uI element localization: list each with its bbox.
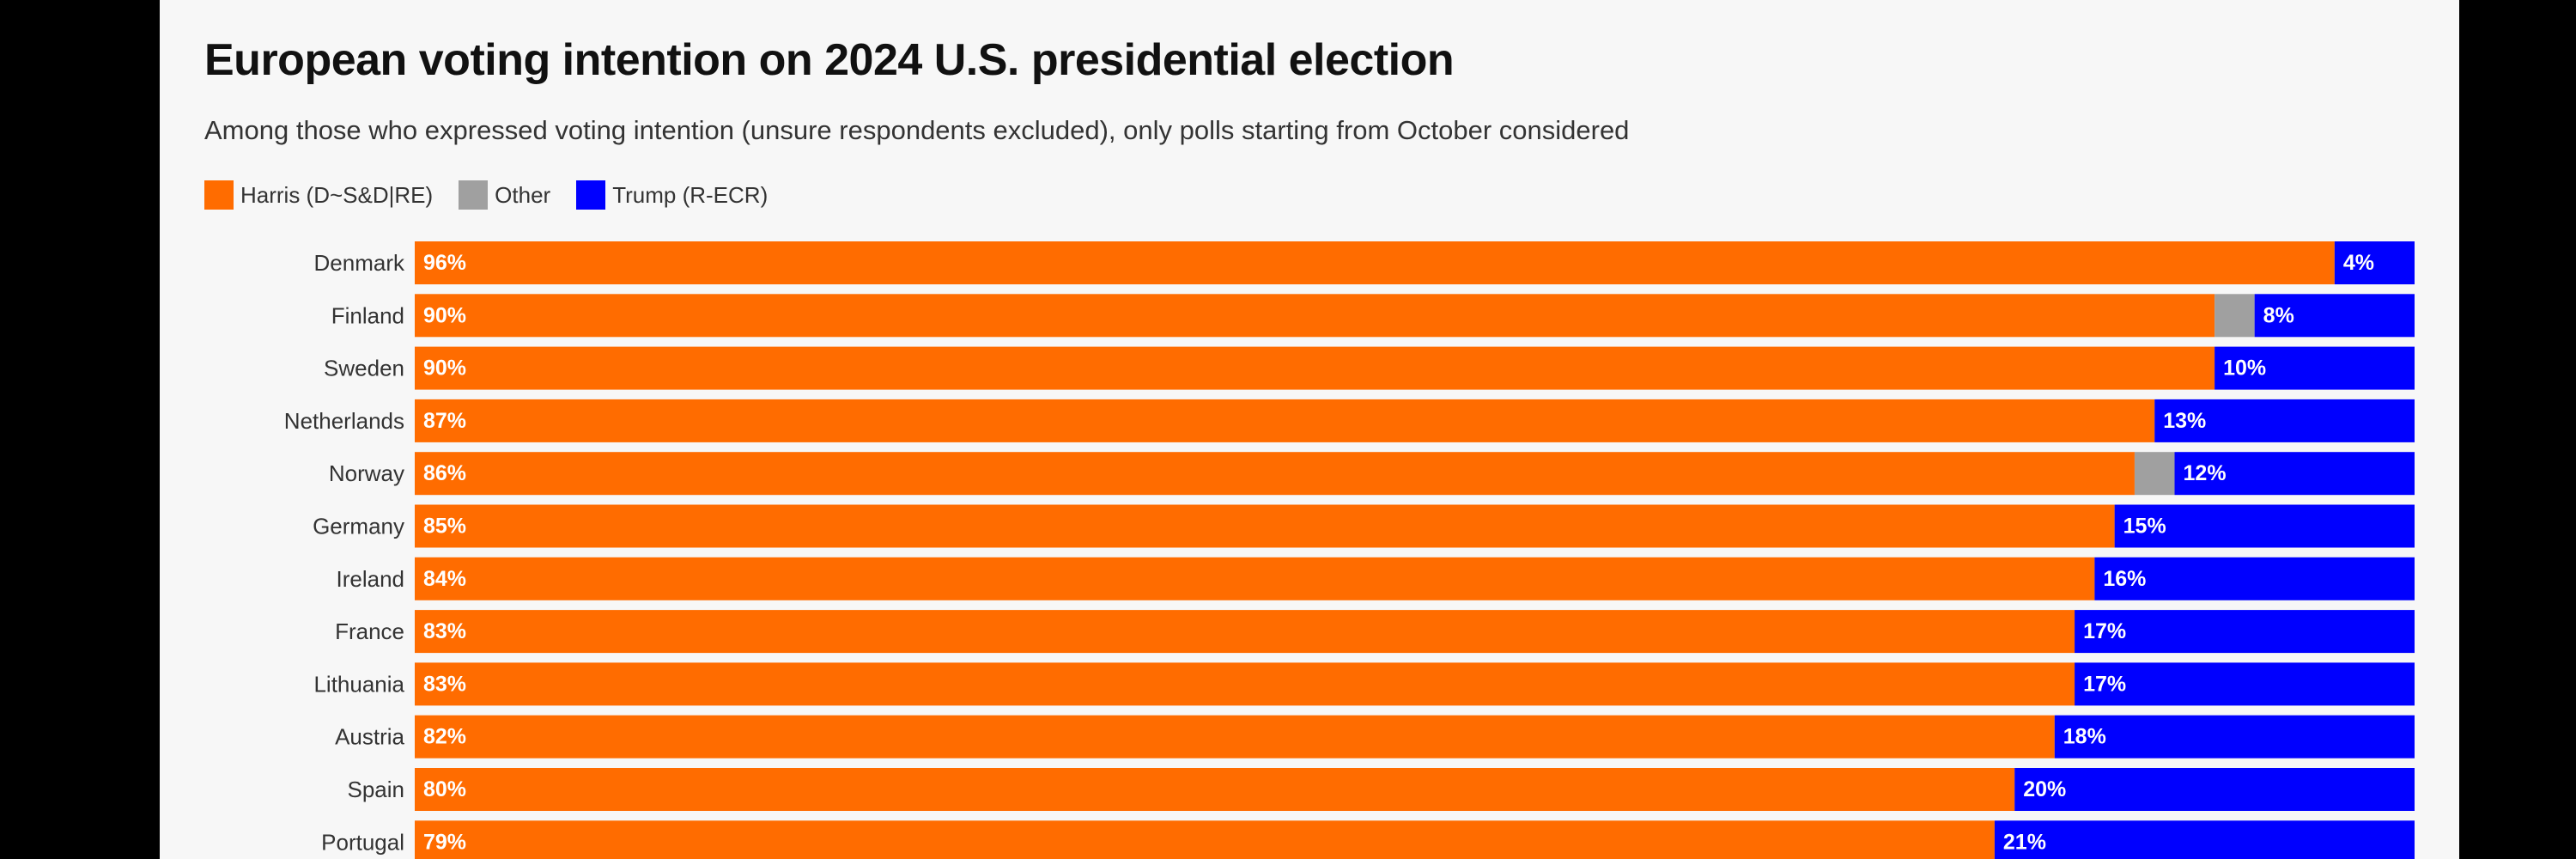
- data-label-trump-finland: 8%: [2263, 303, 2294, 327]
- bar-trump-norway: [2174, 452, 2415, 496]
- data-label-harris-ireland: 84%: [423, 567, 466, 591]
- category-label-germany: Germany: [313, 514, 404, 539]
- bar-trump-sweden: [2215, 346, 2415, 390]
- category-label-sweden: Sweden: [324, 356, 404, 381]
- data-label-harris-netherlands: 87%: [423, 409, 466, 433]
- category-label-portugal: Portugal: [321, 829, 404, 855]
- bar-trump-finland: [2254, 294, 2415, 338]
- bar-trump-spain: [2014, 768, 2415, 811]
- chart-panel: European voting intention on 2024 U.S. p…: [160, 0, 2459, 859]
- legend-item-other: Other: [459, 180, 550, 210]
- bar-harris-spain: [415, 768, 2015, 811]
- chart-legend: Harris (D~S&D|RE) Other Trump (R-ECR): [204, 180, 793, 210]
- legend-item-trump: Trump (R-ECR): [576, 180, 768, 210]
- category-label-austria: Austria: [335, 724, 404, 750]
- bar-harris-sweden: [415, 346, 2215, 390]
- category-label-ireland: Ireland: [337, 566, 405, 592]
- bar-other-norway: [2134, 452, 2175, 496]
- data-label-trump-germany: 15%: [2123, 515, 2166, 539]
- bar-trump-france: [2075, 610, 2415, 654]
- bar-trump-netherlands: [2154, 399, 2415, 442]
- bar-trump-ireland: [2094, 557, 2415, 600]
- bar-harris-france: [415, 610, 2075, 654]
- data-label-trump-spain: 20%: [2023, 777, 2066, 801]
- data-label-trump-netherlands: 13%: [2163, 409, 2206, 433]
- bar-trump-portugal: [1994, 820, 2415, 859]
- bar-harris-netherlands: [415, 399, 2155, 442]
- bar-chart-plot: Denmark 96% 4% Finland 90% 8% Sweden 90% 10% Neth…: [284, 241, 2415, 859]
- bar-harris-portugal: [415, 820, 1995, 859]
- data-label-harris-portugal: 79%: [423, 830, 466, 854]
- data-label-harris-france: 83%: [423, 619, 466, 643]
- data-label-harris-lithuania: 83%: [423, 672, 466, 696]
- bar-harris-denmark: [415, 241, 2335, 284]
- bar-harris-lithuania: [415, 662, 2075, 706]
- data-label-trump-sweden: 10%: [2223, 356, 2266, 381]
- bar-harris-norway: [415, 452, 2135, 496]
- data-label-trump-austria: 18%: [2063, 725, 2106, 749]
- data-label-trump-ireland: 16%: [2103, 567, 2146, 591]
- data-label-trump-lithuania: 17%: [2083, 672, 2126, 696]
- bar-other-finland: [2215, 294, 2255, 338]
- category-label-spain: Spain: [348, 777, 405, 802]
- bar-trump-lithuania: [2075, 662, 2415, 706]
- data-label-trump-norway: 12%: [2184, 461, 2227, 485]
- bar-harris-finland: [415, 294, 2215, 338]
- data-label-harris-denmark: 96%: [423, 251, 466, 275]
- chart-subtitle: Among those who expressed voting intenti…: [204, 115, 1630, 145]
- bar-trump-denmark: [2334, 241, 2415, 284]
- legend-label-other: Other: [495, 181, 551, 208]
- legend-swatch-harris: [204, 180, 234, 210]
- category-label-france: France: [335, 618, 404, 644]
- bar-harris-germany: [415, 504, 2115, 548]
- data-label-harris-austria: 82%: [423, 725, 466, 749]
- bar-trump-austria: [2054, 715, 2415, 758]
- data-label-harris-spain: 80%: [423, 777, 466, 801]
- bar-trump-germany: [2114, 504, 2415, 548]
- category-label-denmark: Denmark: [314, 250, 405, 276]
- chart-title: European voting intention on 2024 U.S. p…: [204, 35, 1455, 85]
- legend-swatch-other: [459, 180, 489, 210]
- category-label-netherlands: Netherlands: [284, 408, 404, 434]
- data-label-harris-germany: 85%: [423, 515, 466, 539]
- data-label-trump-portugal: 21%: [2003, 830, 2046, 854]
- legend-label-harris: Harris (D~S&D|RE): [240, 181, 434, 208]
- data-label-trump-denmark: 4%: [2343, 251, 2374, 275]
- data-label-harris-sweden: 90%: [423, 356, 466, 381]
- legend-label-trump: Trump (R-ECR): [612, 181, 769, 208]
- data-label-trump-france: 17%: [2083, 619, 2126, 643]
- data-label-harris-norway: 86%: [423, 461, 466, 485]
- data-label-harris-finland: 90%: [423, 303, 466, 327]
- legend-swatch-trump: [576, 180, 606, 210]
- legend-item-harris: Harris (D~S&D|RE): [204, 180, 433, 210]
- bar-harris-ireland: [415, 557, 2095, 600]
- category-label-finland: Finland: [331, 302, 404, 328]
- bar-harris-austria: [415, 715, 2055, 758]
- category-label-lithuania: Lithuania: [313, 671, 404, 697]
- category-label-norway: Norway: [329, 460, 404, 486]
